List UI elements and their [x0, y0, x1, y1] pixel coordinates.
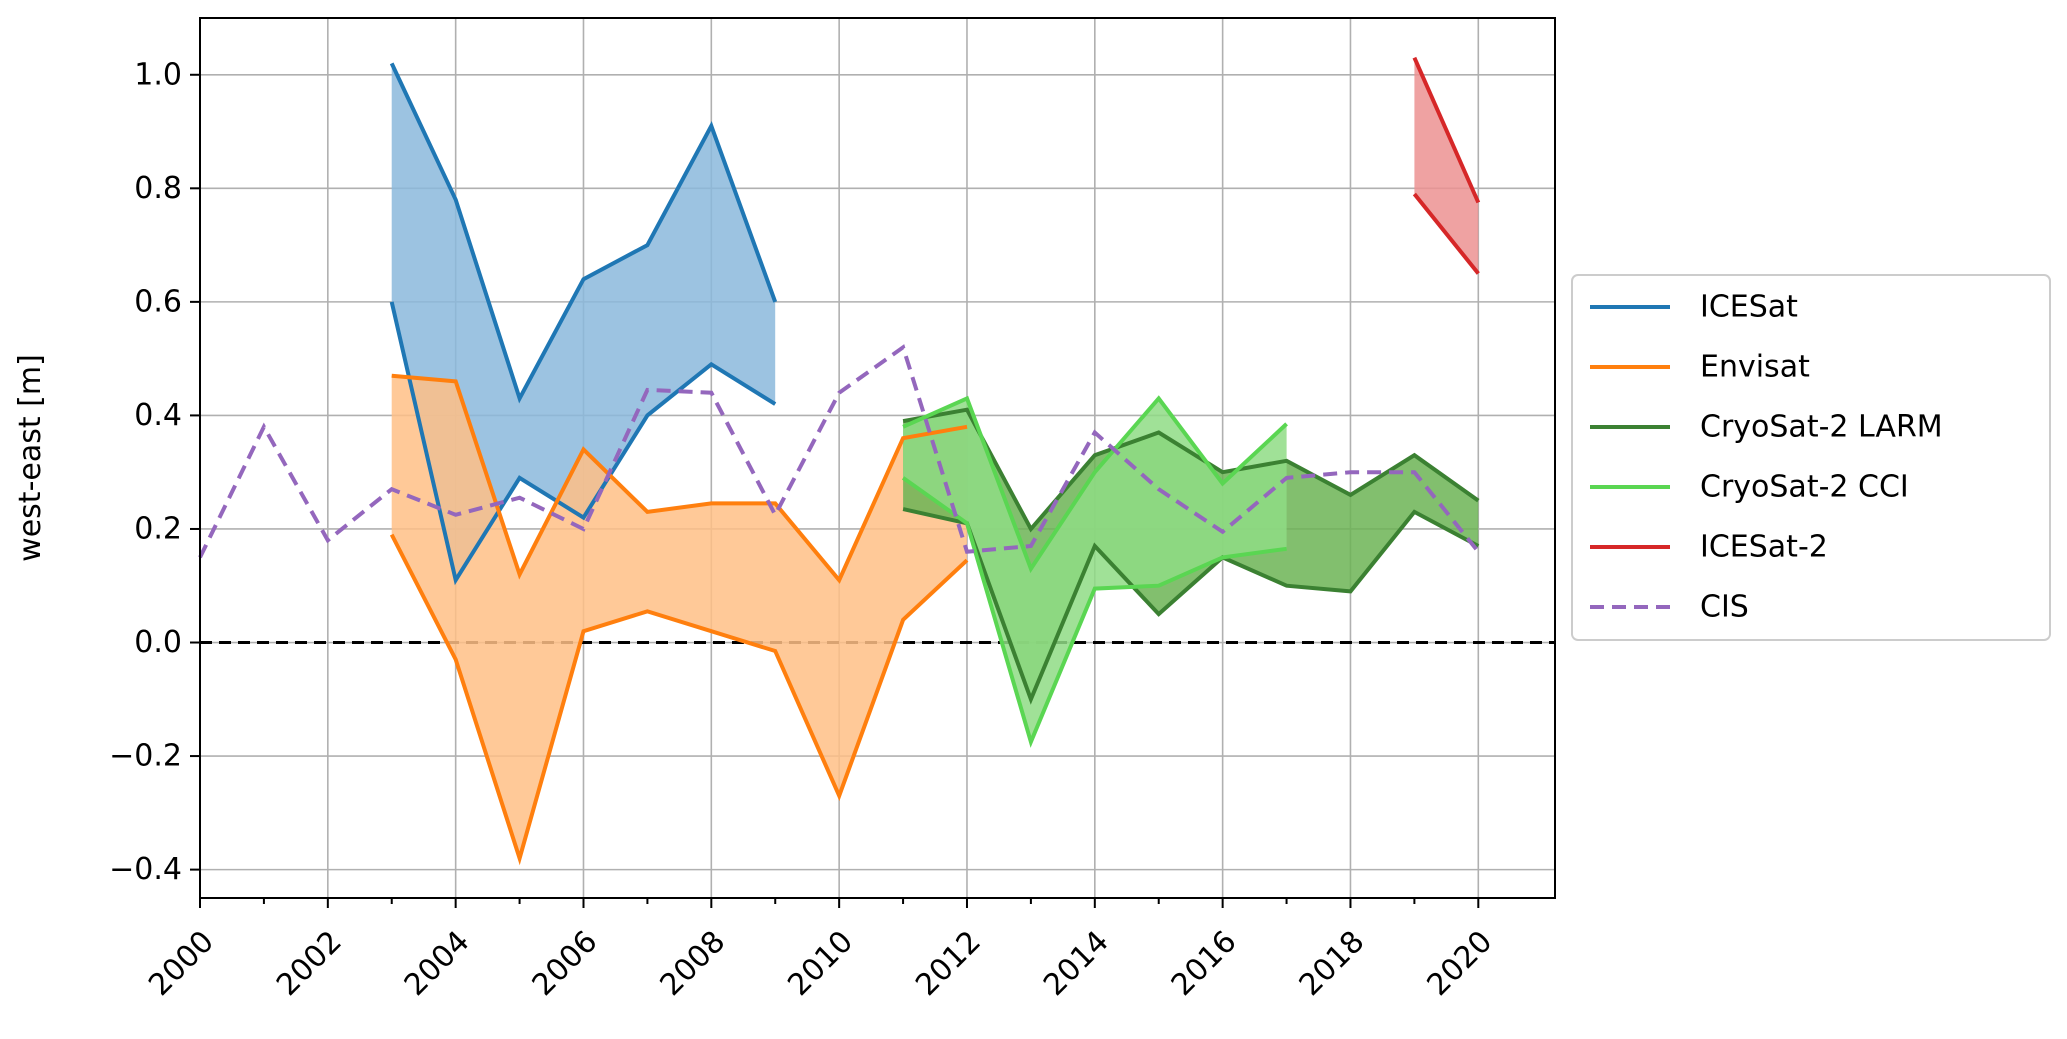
envisat-upper-line [391, 373, 968, 584]
y-tick-label: 0.6 [134, 284, 182, 319]
legend-label-icesat: ICESat [1700, 290, 1798, 325]
envisat-band [391, 375, 967, 859]
cryosat-2-cci-upper-line [902, 395, 1288, 574]
y-tick-label: 0.2 [134, 511, 182, 546]
cryosat-2-cci-lower-line [901, 476, 1287, 748]
y-tick-label: 0.8 [134, 171, 182, 206]
legend-label-cryosat-2-cci: CryoSat-2 CCI [1700, 470, 1909, 505]
y-axis: −0.4 −0.2 0.0 0.2 0.4 0.6 0.8 1.0 [109, 57, 200, 887]
y-tick-label: 1.0 [134, 57, 182, 92]
icesat-upper-line [389, 62, 778, 404]
cryosat-2-larm-upper-line [902, 407, 1480, 533]
icesat-2-upper-line [1412, 56, 1481, 204]
plot-frame [199, 17, 1556, 899]
y-axis-label: west-east [m] [13, 354, 48, 562]
icesat-2-band [1414, 57, 1479, 274]
y-tick-label: −0.4 [109, 852, 182, 887]
icesat-2-lower-line [1412, 192, 1480, 275]
y-tick-label: −0.2 [109, 739, 182, 774]
icesat-band [391, 63, 776, 581]
cryosat-2-larm-lower-line [902, 507, 1480, 705]
legend-label-icesat-2: ICESat-2 [1700, 530, 1828, 565]
icesat-lower-line [389, 301, 777, 586]
legend-label-cis: CIS [1700, 590, 1749, 625]
series-lines [198, 56, 1481, 866]
legend-label-envisat: Envisat [1700, 350, 1810, 385]
y-tick-label: 0.4 [134, 398, 182, 433]
legend-box [1571, 274, 2051, 641]
envisat-lower-line [389, 533, 969, 866]
cis-line [198, 344, 1480, 559]
legend: ICESat Envisat CryoSat-2 LARM CryoSat-2 CCI… [1571, 274, 2051, 641]
y-tick-label: 0.0 [134, 625, 182, 660]
legend-label-cryosat-2-larm: CryoSat-2 LARM [1700, 410, 1943, 445]
